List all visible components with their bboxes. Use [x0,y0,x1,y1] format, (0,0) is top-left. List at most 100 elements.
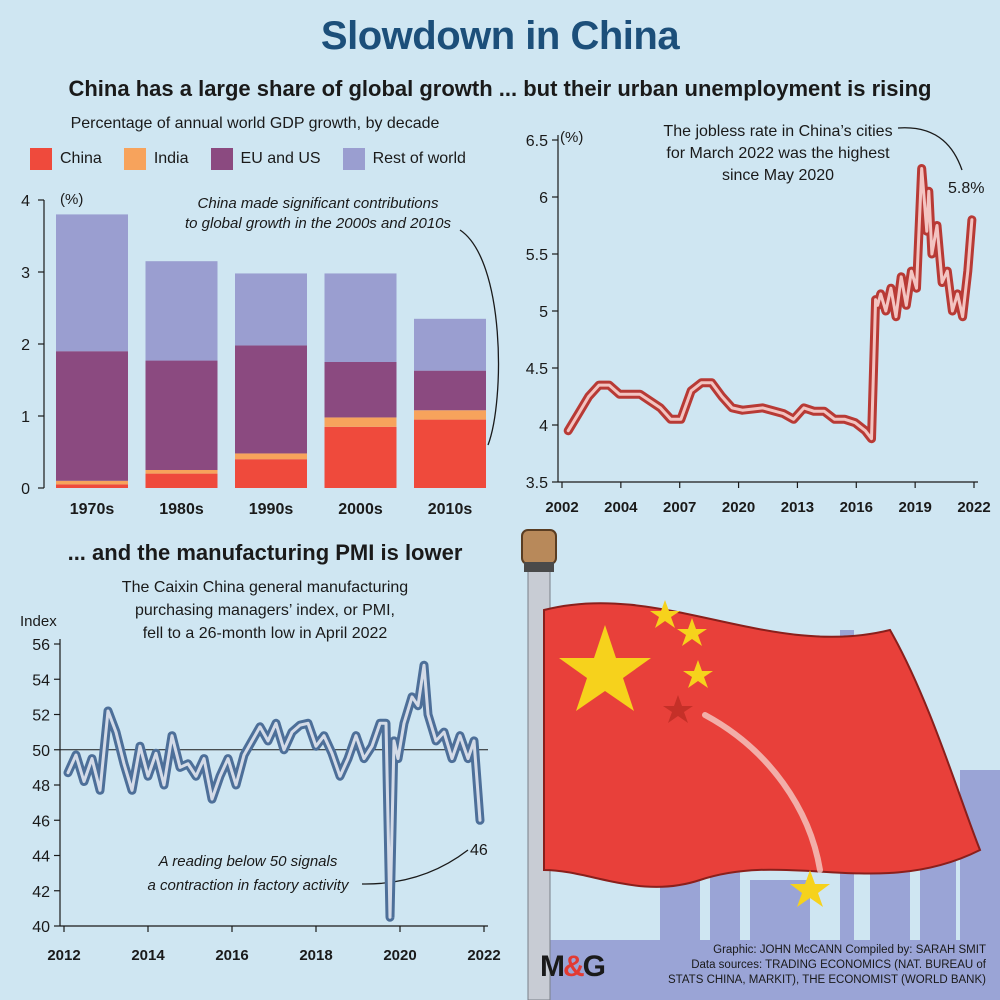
gdp-bar-segment-eu-and-us-2000s [324,362,397,418]
y-tick-label: 54 [32,672,50,689]
x-tick-label: 2007 [663,499,696,516]
gdp-y-tick-label: 3 [21,265,30,282]
x-tick-label: 2013 [781,499,814,516]
gdp-x-tick-label: 1980s [159,501,204,518]
pmi-axis: 40 42 44 46 48 50 52 54 56 2012 2014 2016 2018 2020 20… [32,637,500,964]
gdp-bar-segment-rest-of-world-2000s [324,273,397,362]
gdp-bar-segment-rest-of-world-2010s [414,318,486,371]
unemployment-annotation-line2: for March 2022 was the highest [666,145,890,162]
x-tick-label: 2020 [722,499,755,516]
page-title: Slowdown in China [320,14,680,58]
gdp-bar-segment-rest-of-world-1990s [235,273,307,346]
gdp-x-tick-label: 2000s [338,501,383,518]
flag-illustration [521,529,1000,1000]
legend-item-india: India [123,148,189,170]
unemployment-series [563,164,977,444]
gdp-bar-segment-china-2000s [324,426,397,488]
x-tick-label: 2018 [299,947,332,964]
gdp-y-tick-label: 4 [21,193,30,210]
pmi-heading: ... and the manufacturing PMI is lower [67,540,463,565]
pmi-caption: The Caixin China general manufacturing p… [30,576,500,645]
gdp-caption: Percentage of annual world GDP growth, b… [70,115,440,132]
y-tick-label: 46 [32,813,50,830]
x-tick-label: 2016 [840,499,873,516]
gdp-x-tick-label: 1990s [249,501,294,518]
pmi-end-label: 46 [470,842,488,859]
series-line-outline [563,164,977,444]
credits-line1: Graphic: JOHN McCANN Compiled by: SARAH … [713,944,986,956]
y-tick-label: 5 [539,304,548,321]
x-tick-label: 2014 [131,947,165,964]
credits-line2: Data sources: TRADING ECONOMICS (NAT. BU… [691,959,986,971]
legend-swatch-india [123,148,146,170]
y-tick-label: 42 [32,884,50,901]
gdp-bar-segment-india-1980s [145,470,218,474]
y-tick-label: 56 [32,637,50,654]
y-tick-label: 6 [539,190,548,207]
gdp-bar-segment-china-1990s [235,459,307,488]
legend-item-eu-us: EU and US [210,148,321,170]
series-line [566,167,974,441]
flag-large-star-icon [559,625,651,711]
pmi-caption-line3: fell to a 26-month low in April 2022 [142,625,388,642]
legend-swatch-china [30,148,52,170]
logo-ampersand: & [563,950,585,983]
flag-shine [702,712,823,873]
gdp-bar-segment-china-2010s [414,419,486,488]
gdp-bar-segment-india-1990s [235,453,307,460]
pmi-annotation-line2: a contraction in factory activity [148,877,350,894]
gdp-bar-chart: (%) China made significant contributions… [21,191,500,518]
city-skyline [530,630,1000,1000]
legend-label-india: India [153,150,189,167]
pmi-series [63,660,485,922]
flag-small-star-icon [650,600,680,628]
x-tick-label: 2016 [215,947,248,964]
y-tick-label: 52 [32,708,50,725]
y-tick-label: 40 [32,919,50,936]
legend-swatch-rest [342,148,365,170]
gdp-bar-segment-eu-and-us-2010s [414,370,486,411]
flag-small-star-icon [683,660,713,688]
gdp-bar-segment-india-1970s [56,480,128,485]
x-tick-label: 2022 [467,947,500,964]
y-tick-label: 48 [32,778,50,795]
logo-letter-m: M [540,950,565,983]
gdp-x-tick-label: 1970s [70,501,115,518]
flag-small-star-icon [677,618,707,646]
gdp-legend: China India EU and US Rest of world [30,148,466,170]
gdp-y-tick-label: 1 [21,409,30,426]
unemployment-line-chart: (%) The jobless rate in China’s cities f… [526,123,991,516]
legend-item-china: China [30,148,102,170]
page-subtitle: China has a large share of global growth… [68,76,932,101]
unemployment-annotation-line3: since May 2020 [722,167,834,184]
gdp-x-tick-label: 2010s [428,501,473,518]
y-tick-label: 6.5 [526,133,548,150]
gdp-bars: 1970s 1980s 1990s 2000s 2010s [56,214,486,518]
x-tick-label: 2004 [604,499,638,516]
pmi-annotation-line1: A reading below 50 signals [158,853,338,870]
credits-line3: STATS CHINA, MARKIT), THE ECONOMIST (WOR… [668,974,986,986]
gdp-bar-segment-eu-and-us-1980s [145,360,218,470]
gdp-bar-segment-eu-and-us-1990s [235,345,307,454]
gdp-bar-segment-india-2000s [324,417,397,427]
unemployment-annotation-leader [897,127,963,171]
mg-logo: M&G [540,950,606,984]
gdp-bar-segment-india-2010s [414,410,486,420]
legend-label-china: China [60,150,102,167]
y-tick-label: 4.5 [526,361,548,378]
y-tick-label: 44 [32,849,50,866]
pmi-caption-line2: purchasing managers’ index, or PMI, [135,602,395,619]
gdp-bar-segment-china-1980s [145,473,218,488]
gdp-y-tick-label: 2 [21,337,30,354]
unemployment-axis: 3.5 4 4.5 5 5.5 6 6.5 2002 2004 2007 2020 2013 2016 2… [526,133,991,516]
unemployment-unit-label: (%) [560,129,583,146]
y-tick-label: 50 [32,743,50,760]
series-line [66,663,482,919]
y-tick-label: 5.5 [526,247,548,264]
flag-falling-star-icon [790,870,830,907]
x-tick-label: 2020 [383,947,416,964]
pmi-caption-line1: The Caixin China general manufacturing [121,579,409,596]
legend-label-eu-us: EU and US [240,150,321,167]
flag-small-star-icon [663,695,693,723]
gdp-bar-segment-eu-and-us-1970s [56,351,128,481]
